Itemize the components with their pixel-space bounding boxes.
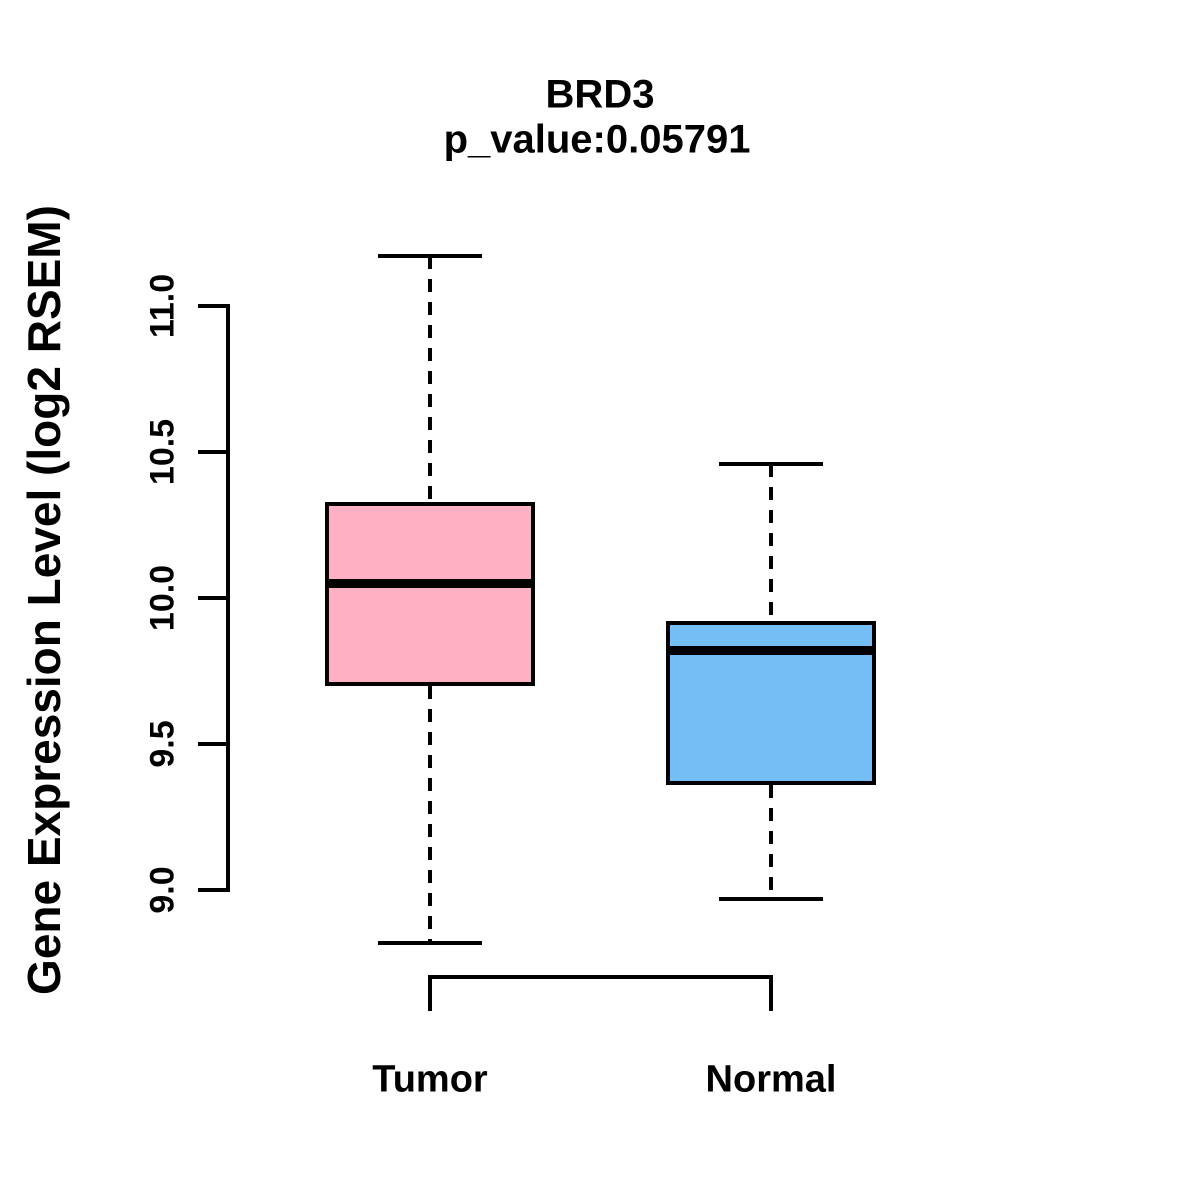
whisker-lower-cap-tumor — [378, 940, 482, 945]
y-axis-tick — [198, 742, 226, 746]
whisker-upper-stem-normal — [769, 463, 773, 622]
chart-title: BRD3 — [545, 72, 655, 117]
whisker-lower-stem-normal — [769, 784, 773, 899]
whisker-upper-stem-tumor — [428, 256, 432, 502]
y-axis-line — [226, 304, 230, 892]
whisker-lower-stem-tumor — [428, 685, 432, 943]
chart-pvalue-subtitle: p_value:0.05791 — [443, 117, 751, 162]
box-tumor — [325, 501, 535, 686]
x-axis-bracket-line — [430, 975, 771, 979]
y-axis-tick — [198, 596, 226, 600]
y-axis-tick-label: 9.5 — [143, 720, 182, 768]
y-axis-tick — [198, 450, 226, 454]
whisker-lower-cap-normal — [719, 896, 823, 901]
x-axis-label-normal: Normal — [705, 1058, 837, 1101]
x-axis-label-tumor: Tumor — [372, 1058, 488, 1101]
y-axis-tick-label: 10.5 — [143, 418, 182, 486]
y-axis-tick — [198, 888, 226, 892]
whisker-upper-cap-normal — [719, 461, 823, 466]
y-axis-tick — [198, 304, 226, 308]
y-axis-title: Gene Expression Level (log2 RSEM) — [18, 205, 70, 995]
y-axis-tick-label: 9.0 — [143, 866, 182, 914]
y-axis-tick-label: 10.0 — [143, 564, 182, 632]
median-line-tumor — [325, 578, 535, 588]
median-line-normal — [666, 646, 876, 656]
x-axis-bracket-tick-tumor — [428, 975, 432, 1011]
whisker-upper-cap-tumor — [378, 254, 482, 259]
y-axis-tick-label: 11.0 — [143, 273, 182, 339]
x-axis-bracket-tick-normal — [769, 975, 773, 1011]
